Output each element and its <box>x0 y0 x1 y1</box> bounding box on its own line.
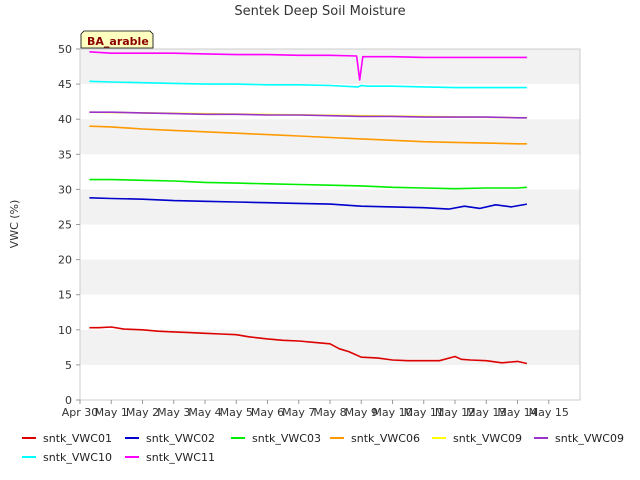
y-tick-label: 40 <box>58 113 72 126</box>
x-tick-label: May 2 <box>126 406 159 419</box>
y-tick-label: 30 <box>58 183 72 196</box>
series-line-3 <box>89 125 527 145</box>
series-line-2 <box>89 178 527 190</box>
grid-band <box>80 294 580 330</box>
x-tick-label: Apr 30 <box>62 406 99 419</box>
y-tick-label: 50 <box>58 43 72 56</box>
legend-label: sntk_VWC11 <box>146 451 215 464</box>
y-tick-label: 45 <box>58 78 72 91</box>
legend-label: sntk_VWC10 <box>43 451 112 464</box>
series-lines <box>89 51 528 365</box>
y-tick-label: 0 <box>65 394 72 407</box>
x-tick-label: May 5 <box>220 406 253 419</box>
x-tick-label: May 4 <box>188 406 221 419</box>
site-label: BA_arable <box>87 35 149 48</box>
legend-item: sntk_VWC03 <box>231 432 321 445</box>
y-tick-label: 10 <box>58 324 72 337</box>
legend-item: sntk_VWC09 <box>534 432 624 445</box>
legend-label: sntk_VWC01 <box>43 432 112 445</box>
x-tick-label: May 6 <box>251 406 284 419</box>
series-line-7 <box>89 51 527 81</box>
series-line-1 <box>89 197 528 210</box>
legend-label: sntk_VWC02 <box>146 432 215 445</box>
legend-label: sntk_VWC06 <box>351 432 420 445</box>
legend-item: sntk_VWC11 <box>125 451 215 464</box>
legend-item: sntk_VWC01 <box>22 432 112 445</box>
legend-label: sntk_VWC09 <box>453 432 522 445</box>
site-label-background <box>80 30 154 49</box>
x-tick-label: May 9 <box>345 406 378 419</box>
legend-item: sntk_VWC10 <box>22 451 112 464</box>
legend-item: sntk_VWC06 <box>330 432 420 445</box>
y-tick-label: 25 <box>58 219 72 232</box>
series-line-5 <box>89 111 527 119</box>
x-tick-label: May 11 <box>404 406 444 419</box>
legend-label: sntk_VWC03 <box>252 432 321 445</box>
x-tick-label: May 3 <box>157 406 190 419</box>
site-label-box: BA_arable <box>80 30 154 49</box>
x-tick-label: May 13 <box>466 406 506 419</box>
x-tick-label: May 12 <box>435 406 475 419</box>
x-tick-label: May 7 <box>282 406 315 419</box>
x-tick-label: May 14 <box>497 406 537 419</box>
grid-band <box>80 224 580 260</box>
grid-band <box>80 364 580 400</box>
y-tick-label: 5 <box>65 359 72 372</box>
x-tick-label: May 10 <box>372 406 412 419</box>
y-axis-label: VWC (%) <box>8 200 21 249</box>
grid-band <box>80 329 580 365</box>
y-axis: 0 5 10 15 20 25 30 35 40 45 50 <box>58 43 80 407</box>
legend-item: sntk_VWC02 <box>125 432 215 445</box>
y-tick-label: 15 <box>58 289 72 302</box>
grid-band <box>80 49 580 85</box>
legend-label: sntk_VWC09 <box>555 432 624 445</box>
y-tick-label: 35 <box>58 148 72 161</box>
legend: sntk_VWC01 sntk_VWC02 sntk_VWC03 sntk_VWC06… <box>22 432 624 464</box>
grid-bands <box>80 49 580 400</box>
legend-item: sntk_VWC09 <box>432 432 522 445</box>
x-tick-label: May 8 <box>313 406 346 419</box>
x-tick-label: May 15 <box>529 406 569 419</box>
x-tick-label: May 1 <box>95 406 128 419</box>
grid-band <box>80 189 580 225</box>
series-line-6 <box>89 80 527 89</box>
y-tick-label: 20 <box>58 254 72 267</box>
grid-band <box>80 259 580 295</box>
grid-band <box>80 154 580 190</box>
chart-title: Sentek Deep Soil Moisture <box>234 4 405 19</box>
series-line-0 <box>89 326 528 365</box>
